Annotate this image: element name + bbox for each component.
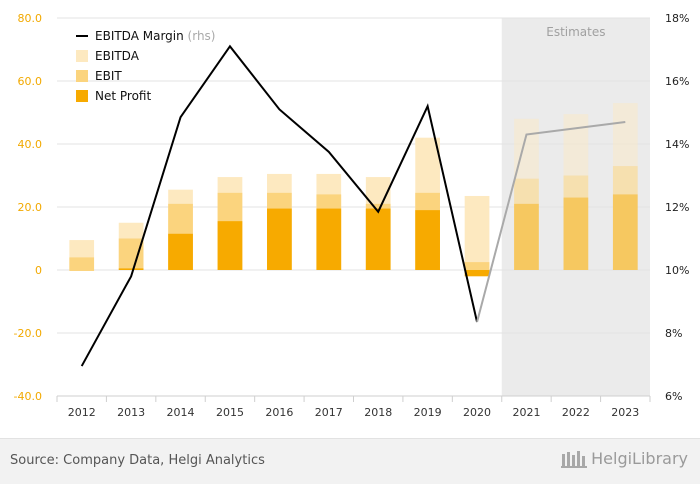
- legend-label-ebit: EBIT: [95, 69, 122, 83]
- brand-logo[interactable]: HelgiLibrary: [561, 449, 688, 468]
- x-tick-label: 2018: [364, 406, 392, 419]
- bar-ebit: [69, 257, 95, 270]
- bar-net-profit: [464, 270, 490, 277]
- y-right-tick-label: 18%: [665, 12, 689, 25]
- y-right-tick-label: 6%: [665, 390, 682, 403]
- x-tick-label: 2015: [216, 406, 244, 419]
- legend-suffix: (rhs): [188, 29, 216, 43]
- y-left-tick-label: 20.0: [18, 201, 43, 214]
- bar-net-profit: [316, 208, 342, 270]
- bar-net-profit: [217, 221, 243, 270]
- legend-swatch-net-profit: [76, 90, 88, 102]
- x-tick-label: 2017: [315, 406, 343, 419]
- bar-net-profit: [168, 233, 193, 270]
- y-right-tick-label: 16%: [665, 75, 689, 88]
- bar-ebitda: [464, 195, 490, 270]
- y-right-tick-label: 8%: [665, 327, 682, 340]
- x-tick-label: 2013: [117, 406, 145, 419]
- x-tick-label: 2016: [265, 406, 293, 419]
- y-left-tick-label: 40.0: [18, 138, 43, 151]
- chart-svg: Estimates 80.0 60.0 40.0 20.0 0 -20.0 -40.0 18% 1…: [14, 12, 690, 419]
- bar-ebitda: [514, 118, 539, 270]
- bar-ebit: [612, 166, 638, 270]
- footer: Source: Company Data, Helgi Analytics He…: [0, 438, 700, 484]
- y-left-tick-label: 0: [35, 264, 42, 277]
- y-left-tick-label: -20.0: [14, 327, 42, 340]
- x-tick-label: 2012: [68, 406, 96, 419]
- legend-label-net-profit: Net Profit: [95, 89, 151, 103]
- bar-net-profit: [415, 210, 440, 270]
- bar-net-profit: [563, 197, 589, 270]
- line-ebitda-margin-estimate: [476, 120, 626, 323]
- legend-label-ebitda: EBITDA: [95, 49, 140, 63]
- bar-ebit: [514, 178, 539, 270]
- x-tick-label: 2014: [167, 406, 195, 419]
- legend-label-ebitda-margin: EBITDA Margin (rhs): [95, 29, 216, 43]
- y-right-tick-label: 14%: [665, 138, 689, 151]
- legend-swatch-ebit: [76, 70, 88, 82]
- bar-ebit: [464, 262, 490, 270]
- legend-swatch-ebitda: [76, 50, 88, 62]
- bar-net-profit: [514, 203, 539, 270]
- estimates-label: Estimates: [546, 25, 605, 39]
- x-tick-label: 2020: [463, 406, 491, 419]
- bar-net-profit: [118, 268, 144, 270]
- bar-ebitda: [612, 103, 638, 270]
- bar-net-profit: [365, 208, 391, 270]
- library-icon: [561, 450, 588, 468]
- y-left-tick-label: 80.0: [18, 12, 43, 25]
- x-tick-label: 2021: [512, 406, 540, 419]
- y-left-tick-label: 60.0: [18, 75, 43, 88]
- y-right-tick-label: 10%: [665, 264, 689, 277]
- brand-name: HelgiLibrary: [591, 449, 688, 468]
- y-right-tick-label: 12%: [665, 201, 689, 214]
- source-text: Source: Company Data, Helgi Analytics: [10, 453, 265, 468]
- bar-net-profit: [612, 194, 638, 270]
- bar-net-profit: [267, 208, 292, 270]
- x-tick-label: 2023: [611, 406, 639, 419]
- line-ebitda-margin: [80, 44, 479, 367]
- x-tick-label: 2019: [414, 406, 442, 419]
- bar-ebit: [563, 175, 589, 270]
- x-tick-label: 2022: [562, 406, 590, 419]
- bar-net-profit: [69, 270, 95, 271]
- y-left-tick-label: -40.0: [14, 390, 42, 403]
- bar-ebit: [118, 238, 144, 270]
- bar-ebitda: [563, 114, 589, 270]
